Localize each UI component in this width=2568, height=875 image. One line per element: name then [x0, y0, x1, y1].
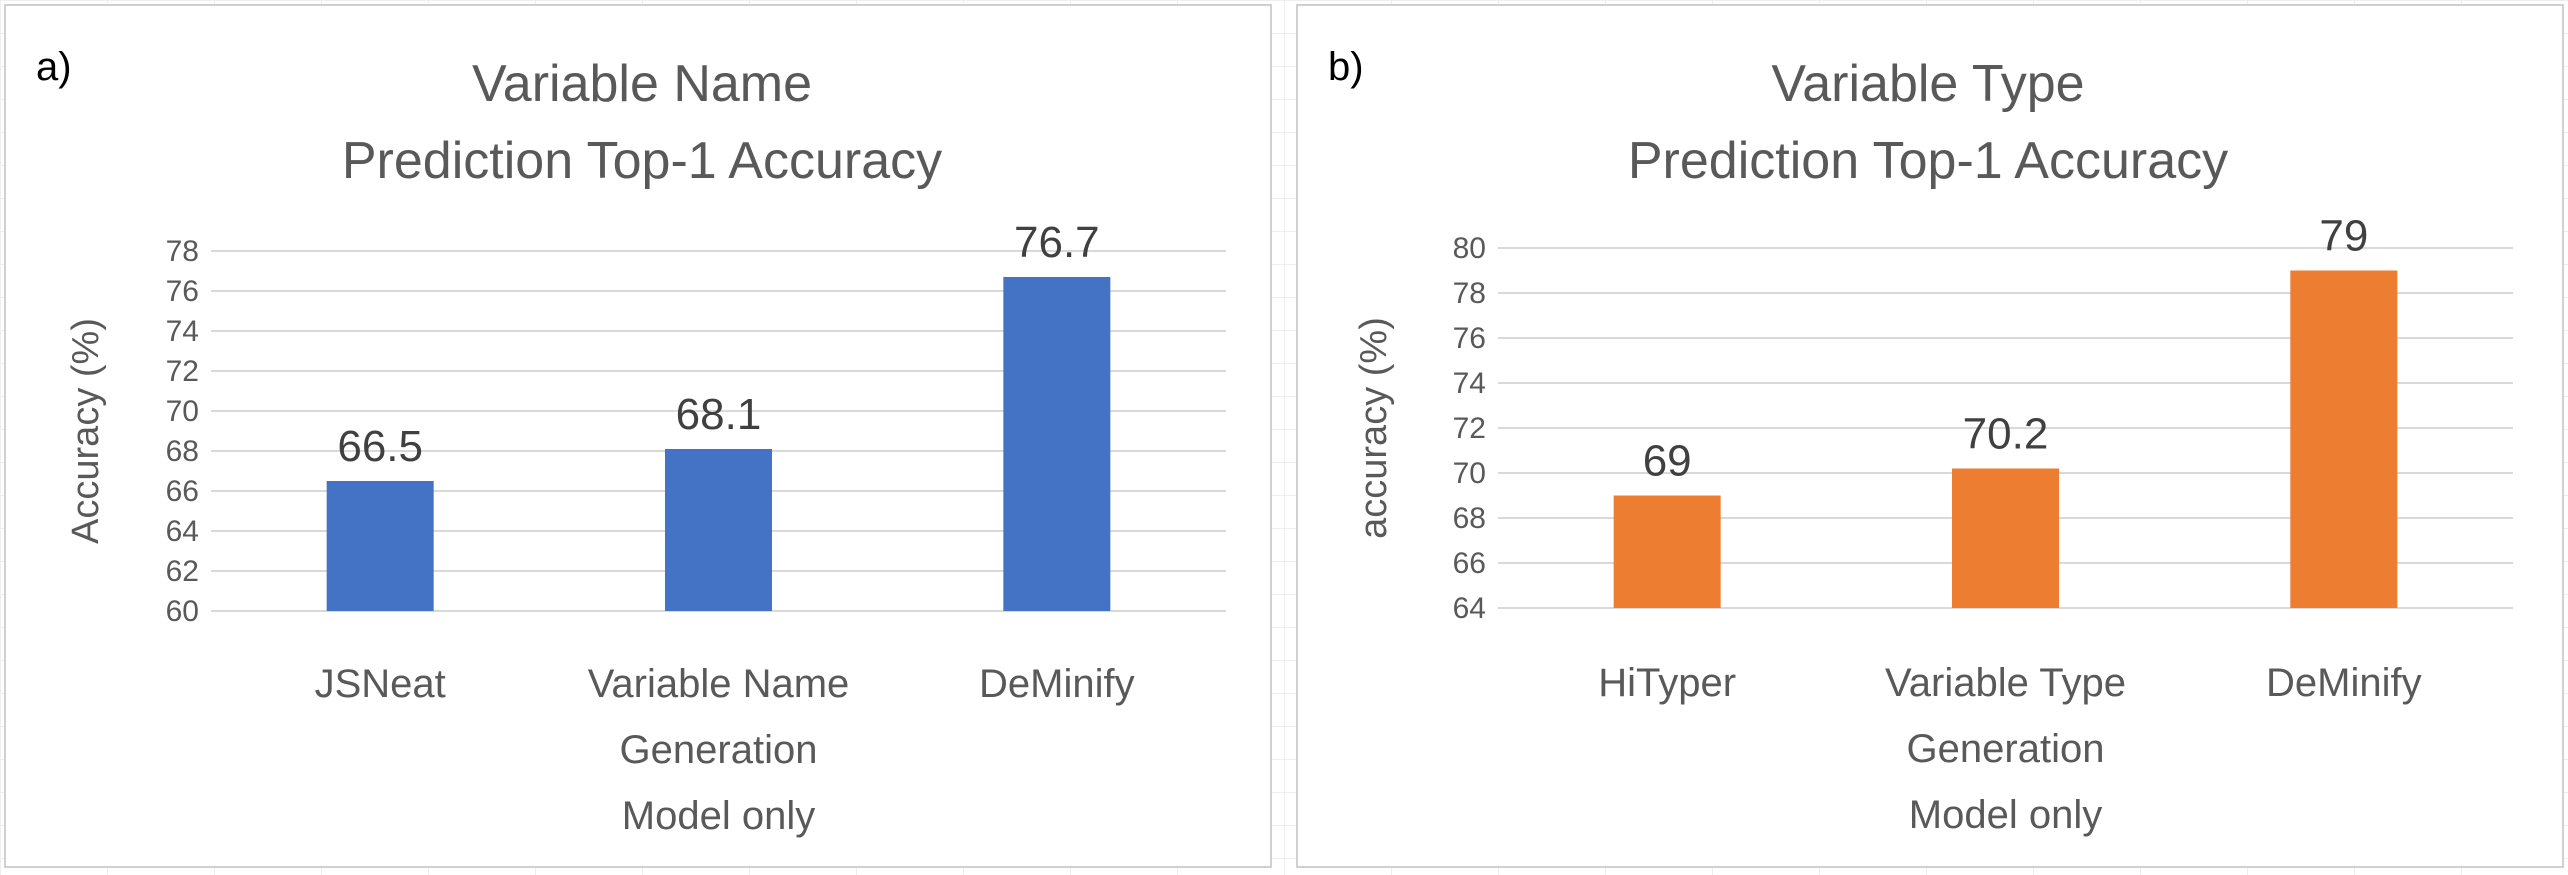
- y-tick-label: 70: [1453, 457, 1486, 490]
- chart-panel-b: b) Variable Type Prediction Top-1 Accuracy…: [1296, 4, 2564, 868]
- bar-data-label: 76.7: [1014, 218, 1100, 267]
- x-category-label: DeMinify: [979, 662, 1135, 706]
- x-category-label: Variable Type: [1885, 661, 2126, 705]
- y-tick-label: 74: [166, 315, 199, 348]
- x-category-label: Generation: [1907, 727, 2105, 771]
- bar-data-label: 79: [2319, 212, 2368, 261]
- y-tick-label: 66: [166, 475, 199, 508]
- bar-chart-a: a) Variable Name Prediction Top-1 Accuracy…: [36, 45, 1226, 838]
- x-category-label: Generation: [620, 728, 818, 772]
- bar: [1613, 495, 1721, 608]
- chart-title-line: Prediction Top-1 Accuracy: [1628, 132, 2228, 190]
- panel-label: a): [36, 45, 72, 89]
- y-tick-label: 62: [166, 555, 199, 588]
- bar: [1952, 468, 2059, 608]
- chart-title-line: Variable Type: [1771, 55, 2084, 113]
- bar-data-label: 66.5: [337, 422, 423, 471]
- y-tick-label: 68: [1453, 502, 1486, 535]
- y-tick-label: 68: [166, 435, 199, 468]
- y-tick-label: 78: [1453, 277, 1486, 310]
- x-category-label: DeMinify: [2266, 661, 2422, 705]
- y-tick-label: 72: [1453, 412, 1486, 445]
- chart-panel-a: a) Variable Name Prediction Top-1 Accuracy…: [4, 4, 1272, 868]
- panel-label: b): [1328, 45, 1364, 89]
- y-tick-label: 74: [1453, 367, 1486, 400]
- y-axis-label: accuracy (%): [1353, 317, 1395, 539]
- y-tick-label: 80: [1453, 232, 1486, 265]
- bar-data-label: 69: [1643, 437, 1692, 486]
- y-tick-label: 60: [166, 595, 199, 628]
- x-category-label: Model only: [622, 794, 815, 838]
- y-tick-label: 78: [166, 235, 199, 268]
- bar-data-label: 70.2: [1963, 410, 2049, 459]
- y-tick-label: 64: [166, 515, 199, 548]
- bar-chart-b: b) Variable Type Prediction Top-1 Accuracy…: [1328, 45, 2513, 837]
- x-category-label: HiTyper: [1598, 661, 1736, 705]
- chart-title-line: Variable Name: [472, 55, 812, 113]
- chart-title-line: Prediction Top-1 Accuracy: [342, 132, 942, 190]
- x-category-label: JSNeat: [315, 662, 446, 706]
- y-tick-label: 70: [166, 395, 199, 428]
- y-tick-label: 76: [1453, 322, 1486, 355]
- y-axis-label: Accuracy (%): [65, 318, 107, 544]
- x-category-label: Model only: [1909, 793, 2102, 837]
- bar: [326, 481, 434, 611]
- x-category-label: Variable Name: [588, 662, 850, 706]
- bar: [2290, 270, 2398, 608]
- bar-data-label: 68.1: [676, 390, 762, 439]
- y-tick-label: 66: [1453, 547, 1486, 580]
- y-tick-label: 72: [166, 355, 199, 388]
- bar: [665, 449, 772, 611]
- y-tick-label: 76: [166, 275, 199, 308]
- bar: [1003, 277, 1111, 611]
- y-tick-label: 64: [1453, 592, 1486, 625]
